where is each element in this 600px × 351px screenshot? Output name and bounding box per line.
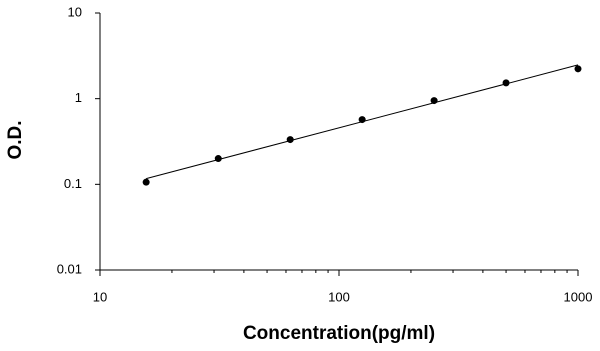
data-point — [574, 65, 582, 73]
x-axis-title: Concentration(pg/ml) — [243, 323, 435, 344]
data-point — [502, 79, 510, 87]
y-tick-label: 1 — [75, 90, 82, 105]
data-point — [286, 136, 294, 144]
data-point — [430, 97, 438, 105]
x-tick-label: 10 — [93, 289, 107, 304]
y-tick-label: 0.1 — [64, 176, 82, 191]
data-point — [358, 116, 366, 124]
x-tick-label: 100 — [328, 289, 350, 304]
data-point — [214, 155, 222, 163]
y-axis-title: O.D. — [5, 120, 26, 159]
data-point — [142, 178, 150, 186]
x-tick-label: 1000 — [564, 289, 593, 304]
y-tick-label: 0.01 — [57, 261, 82, 276]
y-tick-label: 10 — [68, 4, 82, 19]
